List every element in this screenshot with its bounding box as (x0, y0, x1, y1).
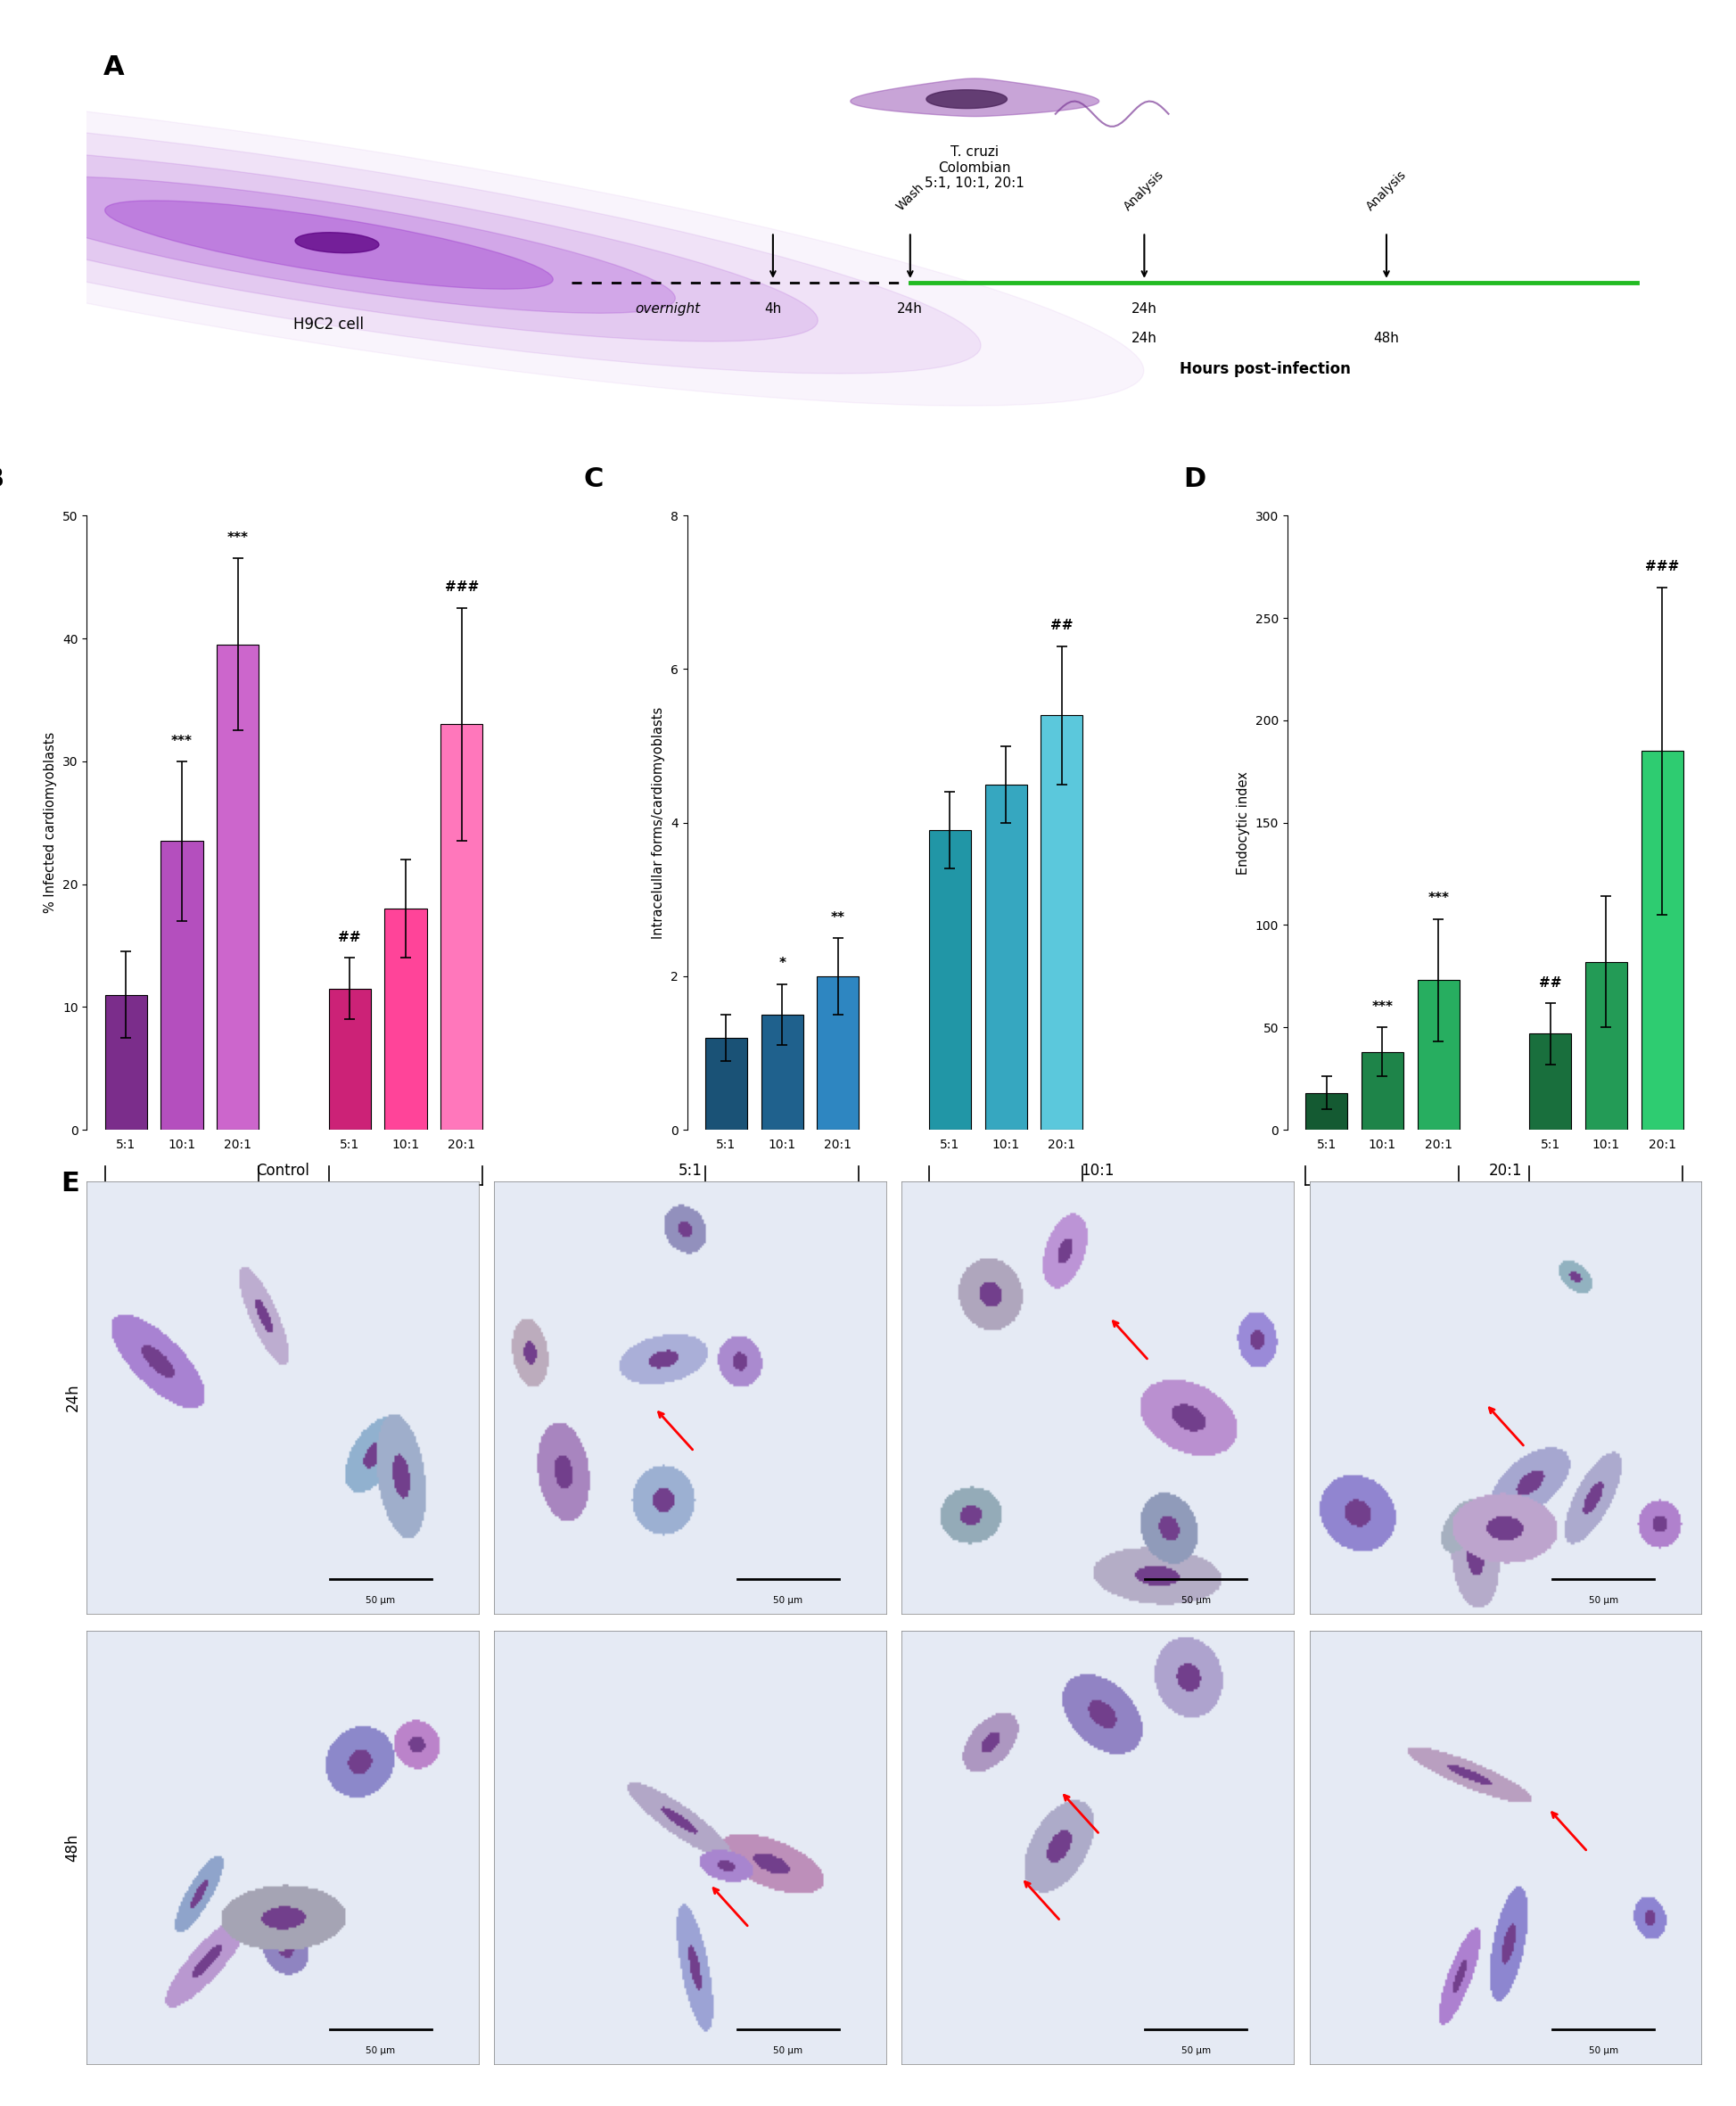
Bar (1585, 962, 1627, 1129)
Text: 50 μm: 50 μm (366, 2047, 396, 2055)
Text: 24h: 24h (769, 1209, 795, 1224)
Title: 20:1: 20:1 (1489, 1163, 1522, 1179)
Title: 5:1: 5:1 (679, 1163, 703, 1179)
Text: 24h: 24h (898, 301, 924, 316)
Text: ***: *** (1427, 893, 1450, 906)
Text: T. cruzi
Colombian
5:1, 10:1, 20:1: T. cruzi Colombian 5:1, 10:1, 20:1 (925, 145, 1024, 190)
Y-axis label: Endocytic index: Endocytic index (1236, 771, 1250, 874)
Bar (441, 724, 483, 1129)
Bar (328, 988, 372, 1129)
Bar (1361, 1053, 1403, 1129)
Bar (984, 783, 1028, 1129)
Text: E: E (61, 1171, 80, 1196)
Title: 10:1: 10:1 (1082, 1163, 1115, 1179)
Text: **: ** (832, 912, 845, 925)
Y-axis label: 48h: 48h (64, 1834, 80, 1862)
Text: 24h: 24h (168, 1209, 194, 1224)
Text: ###: ### (1646, 560, 1679, 573)
Text: C: C (583, 465, 604, 493)
Text: 4h: 4h (764, 301, 781, 316)
Text: 50 μm: 50 μm (1180, 1596, 1210, 1605)
Text: 48h: 48h (1373, 331, 1399, 345)
Text: ##: ## (1050, 619, 1073, 632)
Text: A: A (102, 55, 123, 80)
Text: overnight: overnight (635, 301, 701, 316)
Ellipse shape (104, 200, 554, 289)
Text: ##: ## (1538, 975, 1562, 990)
Text: Analysis: Analysis (1364, 168, 1410, 213)
Ellipse shape (0, 177, 675, 314)
Text: 50 μm: 50 μm (1180, 2047, 1210, 2055)
Bar (385, 908, 427, 1129)
Text: D: D (1184, 465, 1207, 493)
Polygon shape (851, 78, 1099, 116)
Ellipse shape (0, 116, 981, 373)
Text: 50 μm: 50 μm (774, 1596, 804, 1605)
Y-axis label: Intracelullar forms/cardiomyoblasts: Intracelullar forms/cardiomyoblasts (653, 708, 665, 939)
Text: 50 μm: 50 μm (1588, 2047, 1618, 2055)
Text: 24h: 24h (1132, 331, 1158, 345)
Y-axis label: 24h: 24h (64, 1384, 80, 1411)
Text: H9C2 cell: H9C2 cell (293, 316, 365, 333)
Text: 50 μm: 50 μm (1588, 1596, 1618, 1605)
Text: Hours post-infection: Hours post-infection (1180, 360, 1351, 377)
Bar (104, 994, 148, 1129)
Bar (217, 644, 259, 1129)
Text: 50 μm: 50 μm (774, 2047, 804, 2055)
Bar (1417, 979, 1460, 1129)
Text: *: * (778, 956, 786, 971)
Text: ##: ## (339, 931, 361, 943)
Bar (1042, 716, 1083, 1129)
Title: Control: Control (255, 1163, 309, 1179)
Text: ***: *** (227, 531, 248, 545)
Polygon shape (927, 91, 1007, 107)
Bar (1305, 1093, 1347, 1129)
Text: 24h: 24h (1132, 301, 1158, 316)
Ellipse shape (0, 147, 818, 341)
Bar (1641, 752, 1684, 1129)
Text: Wash: Wash (894, 181, 927, 213)
Bar (705, 1038, 746, 1129)
Bar (161, 840, 203, 1129)
Text: 48h: 48h (993, 1209, 1019, 1224)
Ellipse shape (295, 232, 378, 253)
Text: Analysis: Analysis (1121, 168, 1167, 213)
Y-axis label: % Infected cardiomyoblasts: % Infected cardiomyoblasts (43, 733, 57, 914)
Text: B: B (0, 465, 3, 493)
Text: ***: *** (1371, 1000, 1392, 1013)
Bar (929, 830, 970, 1129)
Text: 48h: 48h (392, 1209, 418, 1224)
Text: ###: ### (444, 581, 479, 594)
Text: 48h: 48h (1594, 1209, 1620, 1224)
Ellipse shape (0, 84, 1144, 406)
Text: 24h: 24h (1370, 1209, 1396, 1224)
Bar (818, 977, 859, 1129)
Text: ***: *** (172, 735, 193, 748)
Bar (760, 1015, 804, 1129)
Bar (1529, 1034, 1571, 1129)
Text: 50 μm: 50 μm (366, 1596, 396, 1605)
